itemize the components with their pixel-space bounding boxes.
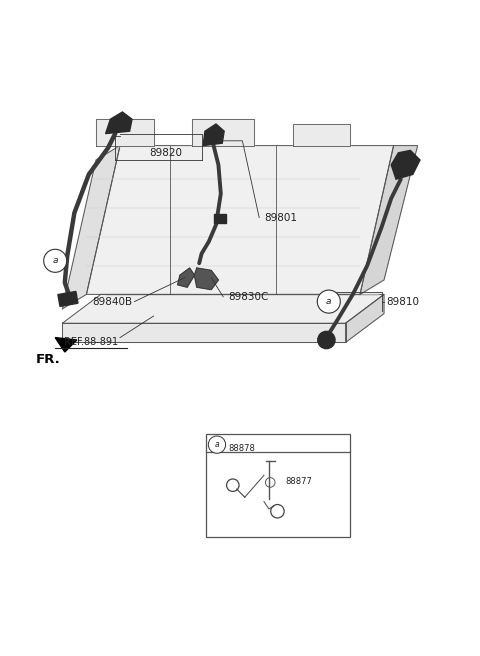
Polygon shape — [203, 124, 224, 146]
Polygon shape — [106, 112, 132, 134]
Polygon shape — [391, 150, 420, 179]
Polygon shape — [293, 124, 350, 146]
Polygon shape — [62, 323, 346, 342]
Bar — [58, 291, 78, 306]
Polygon shape — [194, 268, 218, 289]
Bar — [214, 214, 226, 223]
Polygon shape — [86, 146, 394, 295]
Text: 89820: 89820 — [149, 148, 182, 157]
Polygon shape — [192, 119, 254, 146]
Polygon shape — [360, 146, 418, 295]
Text: 89830C: 89830C — [228, 292, 268, 302]
Text: FR.: FR. — [36, 353, 61, 365]
Text: 89801: 89801 — [264, 213, 297, 222]
Text: 88878: 88878 — [228, 444, 255, 453]
Polygon shape — [346, 295, 384, 342]
Text: 89840B: 89840B — [92, 297, 132, 306]
Polygon shape — [178, 268, 194, 287]
Polygon shape — [96, 119, 154, 146]
Text: a: a — [215, 440, 219, 449]
Bar — [206, 434, 350, 537]
Circle shape — [317, 290, 340, 313]
Circle shape — [318, 331, 335, 348]
Text: REF.88-891: REF.88-891 — [64, 337, 118, 348]
Polygon shape — [62, 146, 120, 309]
Text: a: a — [52, 256, 58, 265]
Polygon shape — [62, 295, 384, 323]
Text: 89810: 89810 — [386, 297, 420, 306]
Text: a: a — [326, 297, 332, 306]
Text: 88877: 88877 — [286, 477, 312, 486]
Circle shape — [208, 436, 226, 453]
Circle shape — [44, 249, 67, 272]
Polygon shape — [55, 338, 77, 352]
